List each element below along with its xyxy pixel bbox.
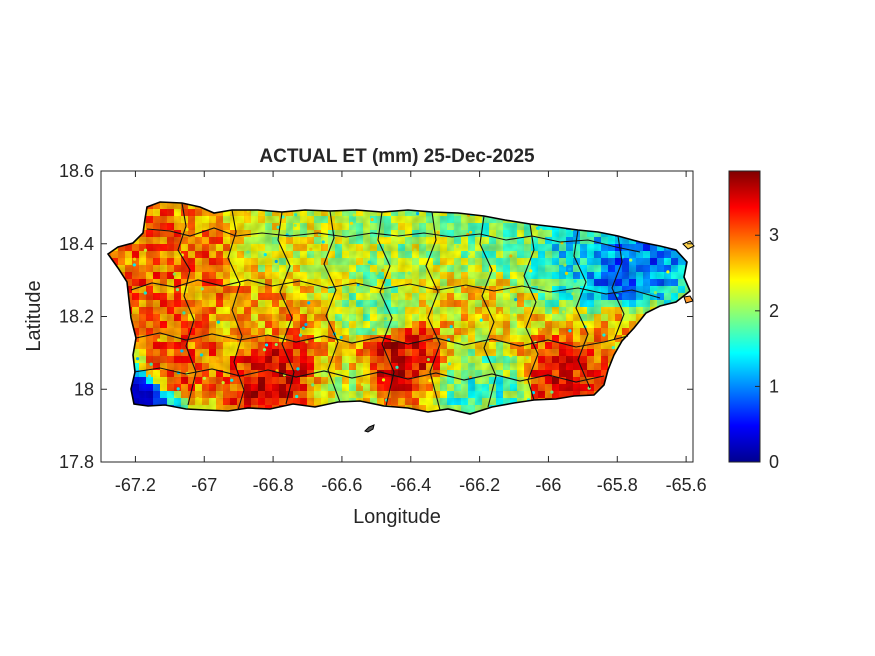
colorbar-tick-label: 2 bbox=[769, 301, 779, 321]
colorbar-tick-label: 1 bbox=[769, 376, 779, 396]
municipality-boundary bbox=[146, 227, 641, 253]
culebra-fragment bbox=[682, 240, 695, 250]
x-tick-label: -66.8 bbox=[253, 475, 294, 495]
colorbar-tick-label: 0 bbox=[769, 452, 779, 472]
municipality-boundary bbox=[133, 367, 605, 383]
colorbar: 0 1 2 3 bbox=[728, 170, 779, 472]
municipality-boundary bbox=[425, 211, 441, 411]
municipality-boundary bbox=[277, 211, 295, 405]
x-axis-ticks: -67.2 -67 -66.8 -66.6 -66.4 -66.2 -66 -65.8 -65.… bbox=[115, 171, 707, 495]
municipality-boundary bbox=[377, 211, 395, 407]
municipality-boundaries bbox=[130, 202, 661, 411]
y-tick-label: 18 bbox=[74, 379, 94, 399]
colorbar-tick-label: 3 bbox=[769, 225, 779, 245]
municipality-boundary bbox=[227, 209, 245, 411]
x-tick-label: -65.8 bbox=[597, 475, 638, 495]
y-axis-label: Latitude bbox=[23, 280, 45, 351]
municipality-boundary bbox=[573, 229, 591, 389]
caja-de-muertos-island bbox=[364, 424, 375, 433]
municipality-boundary bbox=[479, 215, 497, 408]
y-tick-label: 18.4 bbox=[59, 234, 94, 254]
y-tick-label: 17.8 bbox=[59, 452, 94, 472]
municipality-boundary bbox=[611, 235, 625, 341]
x-tick-label: -67.2 bbox=[115, 475, 156, 495]
vieques-fragment bbox=[683, 295, 694, 304]
colorbar-ticks: 0 1 2 3 bbox=[755, 225, 779, 472]
x-tick-label: -67 bbox=[191, 475, 217, 495]
x-tick-label: -66.4 bbox=[390, 475, 431, 495]
municipality-boundary bbox=[130, 279, 661, 299]
x-tick-label: -66.6 bbox=[321, 475, 362, 495]
x-tick-label: -66 bbox=[535, 475, 561, 495]
x-tick-label: -65.6 bbox=[666, 475, 707, 495]
y-axis-ticks: 17.8 18 18.2 18.4 18.6 bbox=[59, 161, 693, 472]
colorbar-gradient bbox=[728, 170, 761, 463]
municipality-boundary bbox=[135, 332, 629, 348]
x-tick-label: -66.2 bbox=[459, 475, 500, 495]
municipality-boundary bbox=[177, 202, 197, 406]
x-axis-label: Longitude bbox=[353, 506, 441, 528]
municipality-boundary bbox=[323, 210, 341, 403]
municipality-boundary bbox=[523, 223, 539, 401]
y-tick-label: 18.2 bbox=[59, 307, 94, 327]
map-title: ACTUAL ET (mm) 25-Dec-2025 bbox=[259, 146, 535, 167]
y-tick-label: 18.6 bbox=[59, 161, 94, 181]
